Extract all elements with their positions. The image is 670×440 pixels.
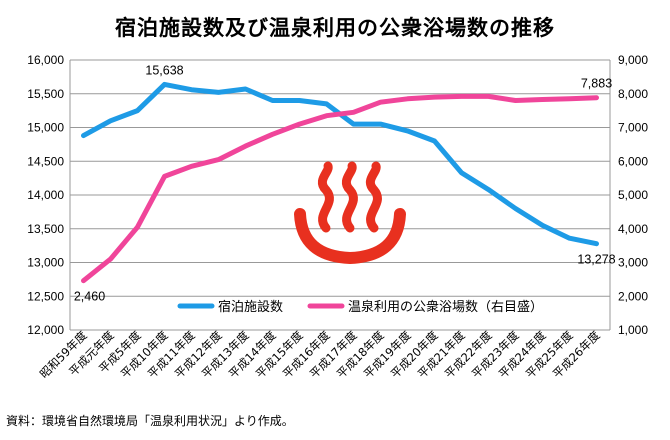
data-label: 15,638 (145, 63, 183, 77)
bath-basin (294, 208, 406, 265)
legend: 宿泊施設数 温泉利用の公衆浴場数（右目盛） (177, 299, 543, 315)
right-tick-label: 2,000 (618, 289, 648, 303)
series-line-facilities (81, 81, 599, 247)
left-axis-ticks: 12,000 12,500 13,000 13,500 14,000 14,500 15,0… (27, 53, 64, 337)
steam-wave (341, 161, 358, 233)
left-tick-label: 12,500 (27, 289, 64, 303)
source-note: 資料：環境省自然環境局「温泉利用状況」より作成。 (6, 414, 294, 428)
legend-label: 温泉利用の公衆浴場数（右目盛） (348, 299, 543, 315)
x-axis-ticks: 昭和59年度平成元年度平成5年度平成10年度平成11年度平成12年度平成13年度… (37, 328, 603, 381)
data-labels: 15,638 13,278 2,460 7,883 (74, 63, 616, 303)
series-line-public-baths (81, 93, 599, 284)
right-tick-label: 4,000 (618, 222, 648, 236)
right-tick-label: 1,000 (618, 323, 648, 337)
series-lines (81, 81, 599, 284)
chart-title: 宿泊施設数及び温泉利用の公衆浴場数の推移 (115, 16, 555, 40)
right-tick-label: 3,000 (618, 256, 648, 270)
right-axis-ticks: 1,000 2,000 3,000 4,000 5,000 6,000 7,000 8,000… (618, 53, 648, 337)
steam-wave (317, 161, 334, 233)
left-tick-label: 13,000 (27, 256, 64, 270)
right-tick-label: 5,000 (618, 188, 648, 202)
steam-wave (365, 161, 382, 233)
right-tick-label: 9,000 (618, 53, 648, 67)
right-tick-label: 6,000 (618, 154, 648, 168)
left-tick-label: 15,500 (27, 87, 64, 101)
hot-spring-icon (294, 161, 406, 265)
data-label: 2,460 (74, 290, 105, 304)
data-label: 7,883 (581, 77, 612, 91)
axes (69, 60, 611, 331)
left-tick-label: 14,000 (27, 188, 64, 202)
left-tick-label: 14,500 (27, 154, 64, 168)
left-tick-label: 16,000 (27, 53, 64, 67)
right-tick-label: 8,000 (618, 87, 648, 101)
data-label: 13,278 (577, 253, 615, 267)
right-tick-label: 7,000 (618, 121, 648, 135)
left-tick-label: 15,000 (27, 121, 64, 135)
legend-label: 宿泊施設数 (218, 299, 283, 315)
left-tick-label: 12,000 (27, 323, 64, 337)
left-tick-label: 13,500 (27, 222, 64, 236)
